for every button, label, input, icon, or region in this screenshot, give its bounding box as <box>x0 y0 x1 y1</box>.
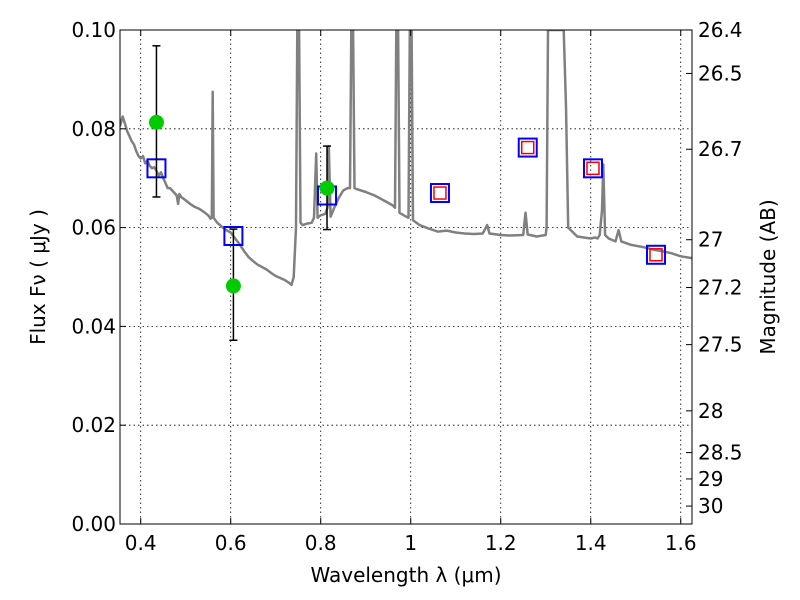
observed-point <box>148 114 164 130</box>
y2-axis-label: Magnitude (AB) <box>756 199 780 354</box>
y2-tick-label: 27 <box>698 228 723 252</box>
model-square-marker <box>645 244 666 265</box>
x-tick-label: 0.6 <box>215 531 247 555</box>
x-tick-label: 0.8 <box>305 531 337 555</box>
observed-point <box>319 180 335 196</box>
y2-tick-label: 29 <box>698 467 723 491</box>
y2-tick-label: 26.7 <box>698 137 743 161</box>
model-inner-square-marker <box>433 186 447 200</box>
x-tick-label: 0.4 <box>125 531 157 555</box>
observed-point <box>225 278 241 294</box>
model-inner-square-marker <box>520 140 535 155</box>
y-tick-label: 0.04 <box>71 314 116 338</box>
y2-tick-label: 30 <box>698 494 723 518</box>
x-tick-label: 1 <box>404 531 417 555</box>
y-tick-label: 0.00 <box>71 512 116 536</box>
y2-tick-label: 27.2 <box>698 276 743 300</box>
y-tick-label: 0.06 <box>71 216 116 240</box>
y-tick-label: 0.10 <box>71 18 116 42</box>
x-tick-label: 1.4 <box>575 531 607 555</box>
model-square-marker <box>429 183 450 204</box>
y2-tick-label: 28.5 <box>698 441 743 465</box>
x-axis-label: Wavelength λ (μm) <box>310 563 501 587</box>
axis-ticks: 0.4 0.6 0.8 1 1.2 1.4 1.6 0.00 0.02 0.04 0.06 0.08 0… <box>71 18 742 555</box>
y2-tick-label: 27.5 <box>698 333 743 357</box>
x-tick-label: 1.6 <box>665 531 697 555</box>
template-spectrum-line <box>120 30 692 287</box>
x-tick-label: 1.2 <box>485 531 517 555</box>
y-tick-label: 0.08 <box>71 117 116 141</box>
template-spectrum-layer <box>120 30 692 287</box>
model-inner-square-marker <box>586 161 600 176</box>
model-inner-square-marker <box>649 248 663 262</box>
y2-tick-label: 26.4 <box>698 18 743 42</box>
y-tick-label: 0.02 <box>71 413 116 437</box>
y2-tick-label: 26.5 <box>698 61 743 85</box>
plot-frame <box>119 29 693 525</box>
y2-tick-label: 28 <box>698 399 723 423</box>
data-markers-layer <box>146 45 666 341</box>
model-square-marker <box>517 137 538 158</box>
model-square-marker <box>582 158 603 179</box>
y-axis-label: Flux Fν ( μJy ) <box>26 209 50 345</box>
